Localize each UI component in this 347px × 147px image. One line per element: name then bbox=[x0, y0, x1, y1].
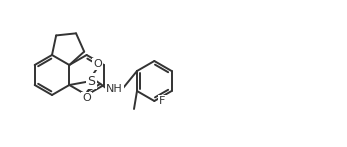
Text: O: O bbox=[93, 59, 102, 69]
Text: S: S bbox=[87, 75, 95, 87]
Text: NH: NH bbox=[106, 84, 123, 94]
Text: F: F bbox=[159, 96, 166, 106]
Text: O: O bbox=[82, 93, 91, 103]
